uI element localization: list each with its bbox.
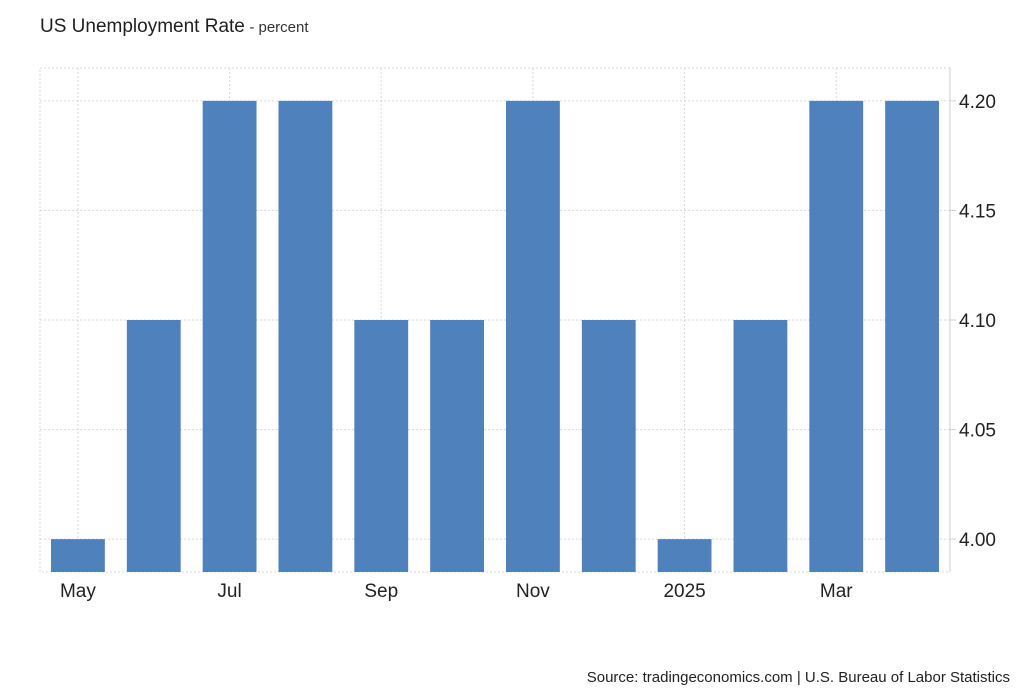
bar — [657, 539, 712, 572]
y-tick-label: 4.10 — [959, 311, 996, 332]
bar — [354, 320, 409, 572]
bar — [809, 100, 864, 572]
bar — [278, 100, 333, 572]
bar — [885, 100, 940, 572]
bar — [505, 100, 560, 572]
bar — [50, 539, 105, 572]
bar-chart: 4.00 4.05 4.10 4.15 4.20 May Jul Sep Nov 2025 Mar — [39, 67, 996, 602]
x-tick-label: 2025 — [663, 581, 705, 602]
bar — [202, 100, 257, 572]
chart-subtitle: - percent — [249, 19, 309, 36]
x-tick-label: Sep — [364, 581, 398, 602]
bar — [126, 320, 181, 572]
bar — [581, 320, 636, 572]
x-tick-label: Jul — [217, 581, 241, 602]
y-tick-label: 4.15 — [959, 201, 996, 222]
x-tick-label: May — [60, 581, 96, 602]
x-tick-label: Nov — [516, 581, 550, 602]
source-text: Source: tradingeconomics.com | U.S. Bure… — [586, 669, 1010, 686]
chart-title: US Unemployment Rate — [40, 16, 245, 37]
chart-title-row: US Unemployment Rate - percent — [40, 16, 309, 38]
y-tick-label: 4.00 — [959, 530, 996, 551]
bar — [430, 320, 485, 572]
y-tick-label: 4.20 — [959, 92, 996, 113]
y-tick-label: 4.05 — [959, 421, 996, 442]
bar — [733, 320, 788, 572]
x-tick-label: Mar — [820, 581, 853, 602]
